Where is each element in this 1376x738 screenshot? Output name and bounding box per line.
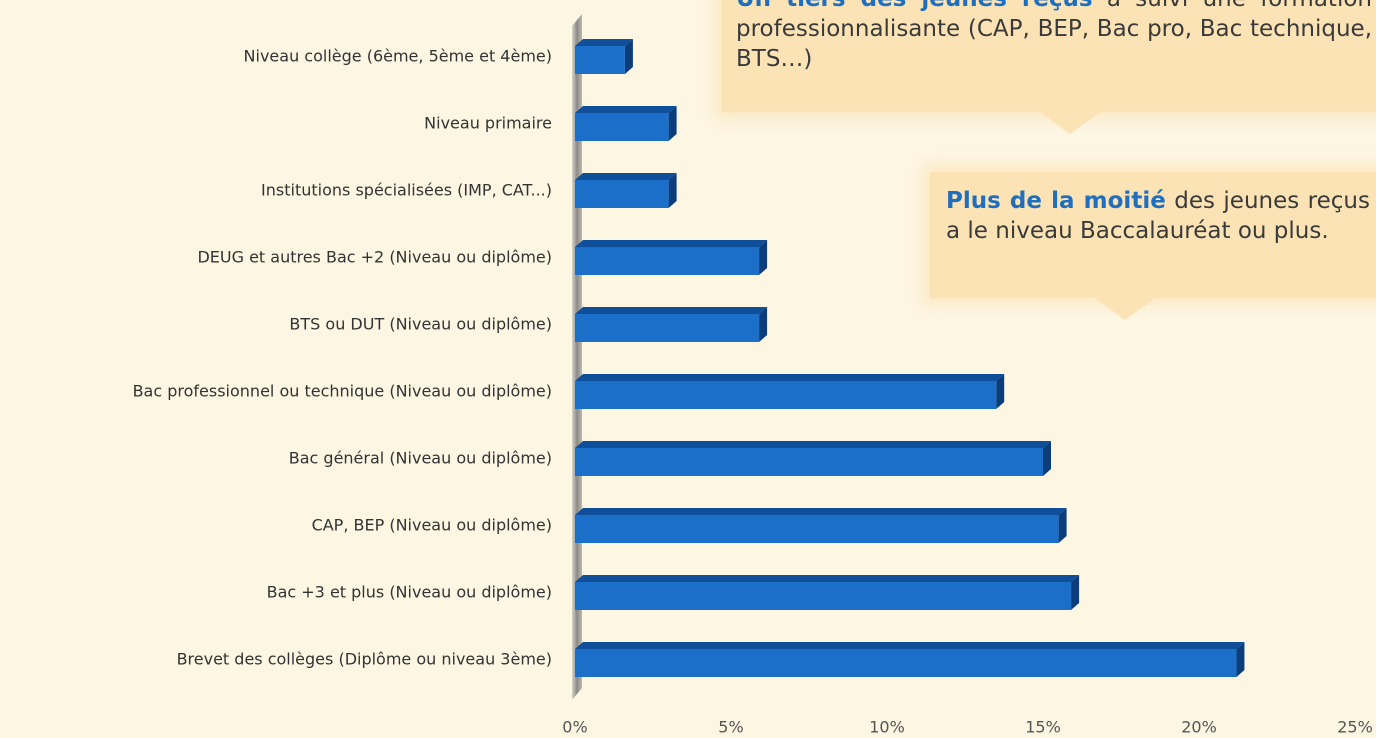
x-tick-label: 25% (1337, 718, 1373, 737)
annotation-tail (1040, 112, 1100, 134)
bar-side (759, 307, 768, 342)
y-tick-label: Niveau collège (6ème, 5ème et 4ème) (244, 47, 552, 66)
y-tick-label: Bac professionnel ou technique (Niveau o… (133, 382, 552, 401)
bar-top (575, 441, 1051, 448)
bar-top (575, 39, 633, 46)
y-tick-label: Institutions spécialisées (IMP, CAT...) (261, 181, 552, 200)
bar-top (575, 240, 768, 247)
annotation-box: Un tiers des jeunes reçus a suivi une fo… (722, 0, 1376, 112)
y-tick-label: Brevet des collèges (Diplôme ou niveau 3… (177, 650, 552, 669)
x-tick-label: 0% (562, 718, 587, 737)
annotation-text: a suivi une formation professionnalisant… (736, 0, 1372, 72)
bar-top (575, 307, 768, 314)
bar-top (575, 374, 1005, 381)
bar (575, 314, 760, 342)
bar (575, 448, 1043, 476)
x-tick-label: 20% (1181, 718, 1217, 737)
bar (575, 515, 1059, 543)
annotation-text: des jeunes reçus a le niveau Baccalauréa… (946, 188, 1370, 244)
bar-side (759, 240, 768, 275)
bar-top (575, 575, 1080, 582)
bar (575, 46, 625, 74)
bar (575, 649, 1237, 677)
y-tick-label: Bac +3 et plus (Niveau ou diplôme) (267, 583, 552, 602)
bar-side (1236, 642, 1245, 677)
x-tick-label: 5% (718, 718, 743, 737)
x-tick-label: 15% (1025, 718, 1061, 737)
bar-side (1071, 575, 1080, 610)
x-tick-label: 10% (869, 718, 905, 737)
y-tick-label: Bac général (Niveau ou diplôme) (289, 449, 552, 468)
bar-top (575, 173, 677, 180)
bar (575, 113, 669, 141)
bar-side (668, 106, 677, 141)
bar-side (1043, 441, 1051, 476)
bar-top (575, 106, 677, 113)
y-tick-label: BTS ou DUT (Niveau ou diplôme) (289, 315, 552, 334)
bar-top (575, 508, 1067, 515)
bar (575, 180, 669, 208)
y-tick-label: DEUG et autres Bac +2 (Niveau ou diplôme… (197, 248, 552, 267)
annotation-bold: Un tiers des jeunes reçus (736, 0, 1093, 12)
annotation-tail (1095, 298, 1155, 320)
bar-side (1058, 508, 1067, 543)
y-tick-label: CAP, BEP (Niveau ou diplôme) (312, 516, 552, 535)
bar-side (668, 173, 677, 208)
bar-side (996, 374, 1005, 409)
bar-top (575, 642, 1245, 649)
y-tick-label: Niveau primaire (424, 114, 552, 133)
annotation-box: Plus de la moitié des jeunes reçus a le … (930, 172, 1376, 298)
bar (575, 582, 1072, 610)
bar-side (624, 39, 633, 74)
bar (575, 247, 760, 275)
annotation-bold: Plus de la moitié (946, 188, 1166, 214)
bar (575, 381, 997, 409)
